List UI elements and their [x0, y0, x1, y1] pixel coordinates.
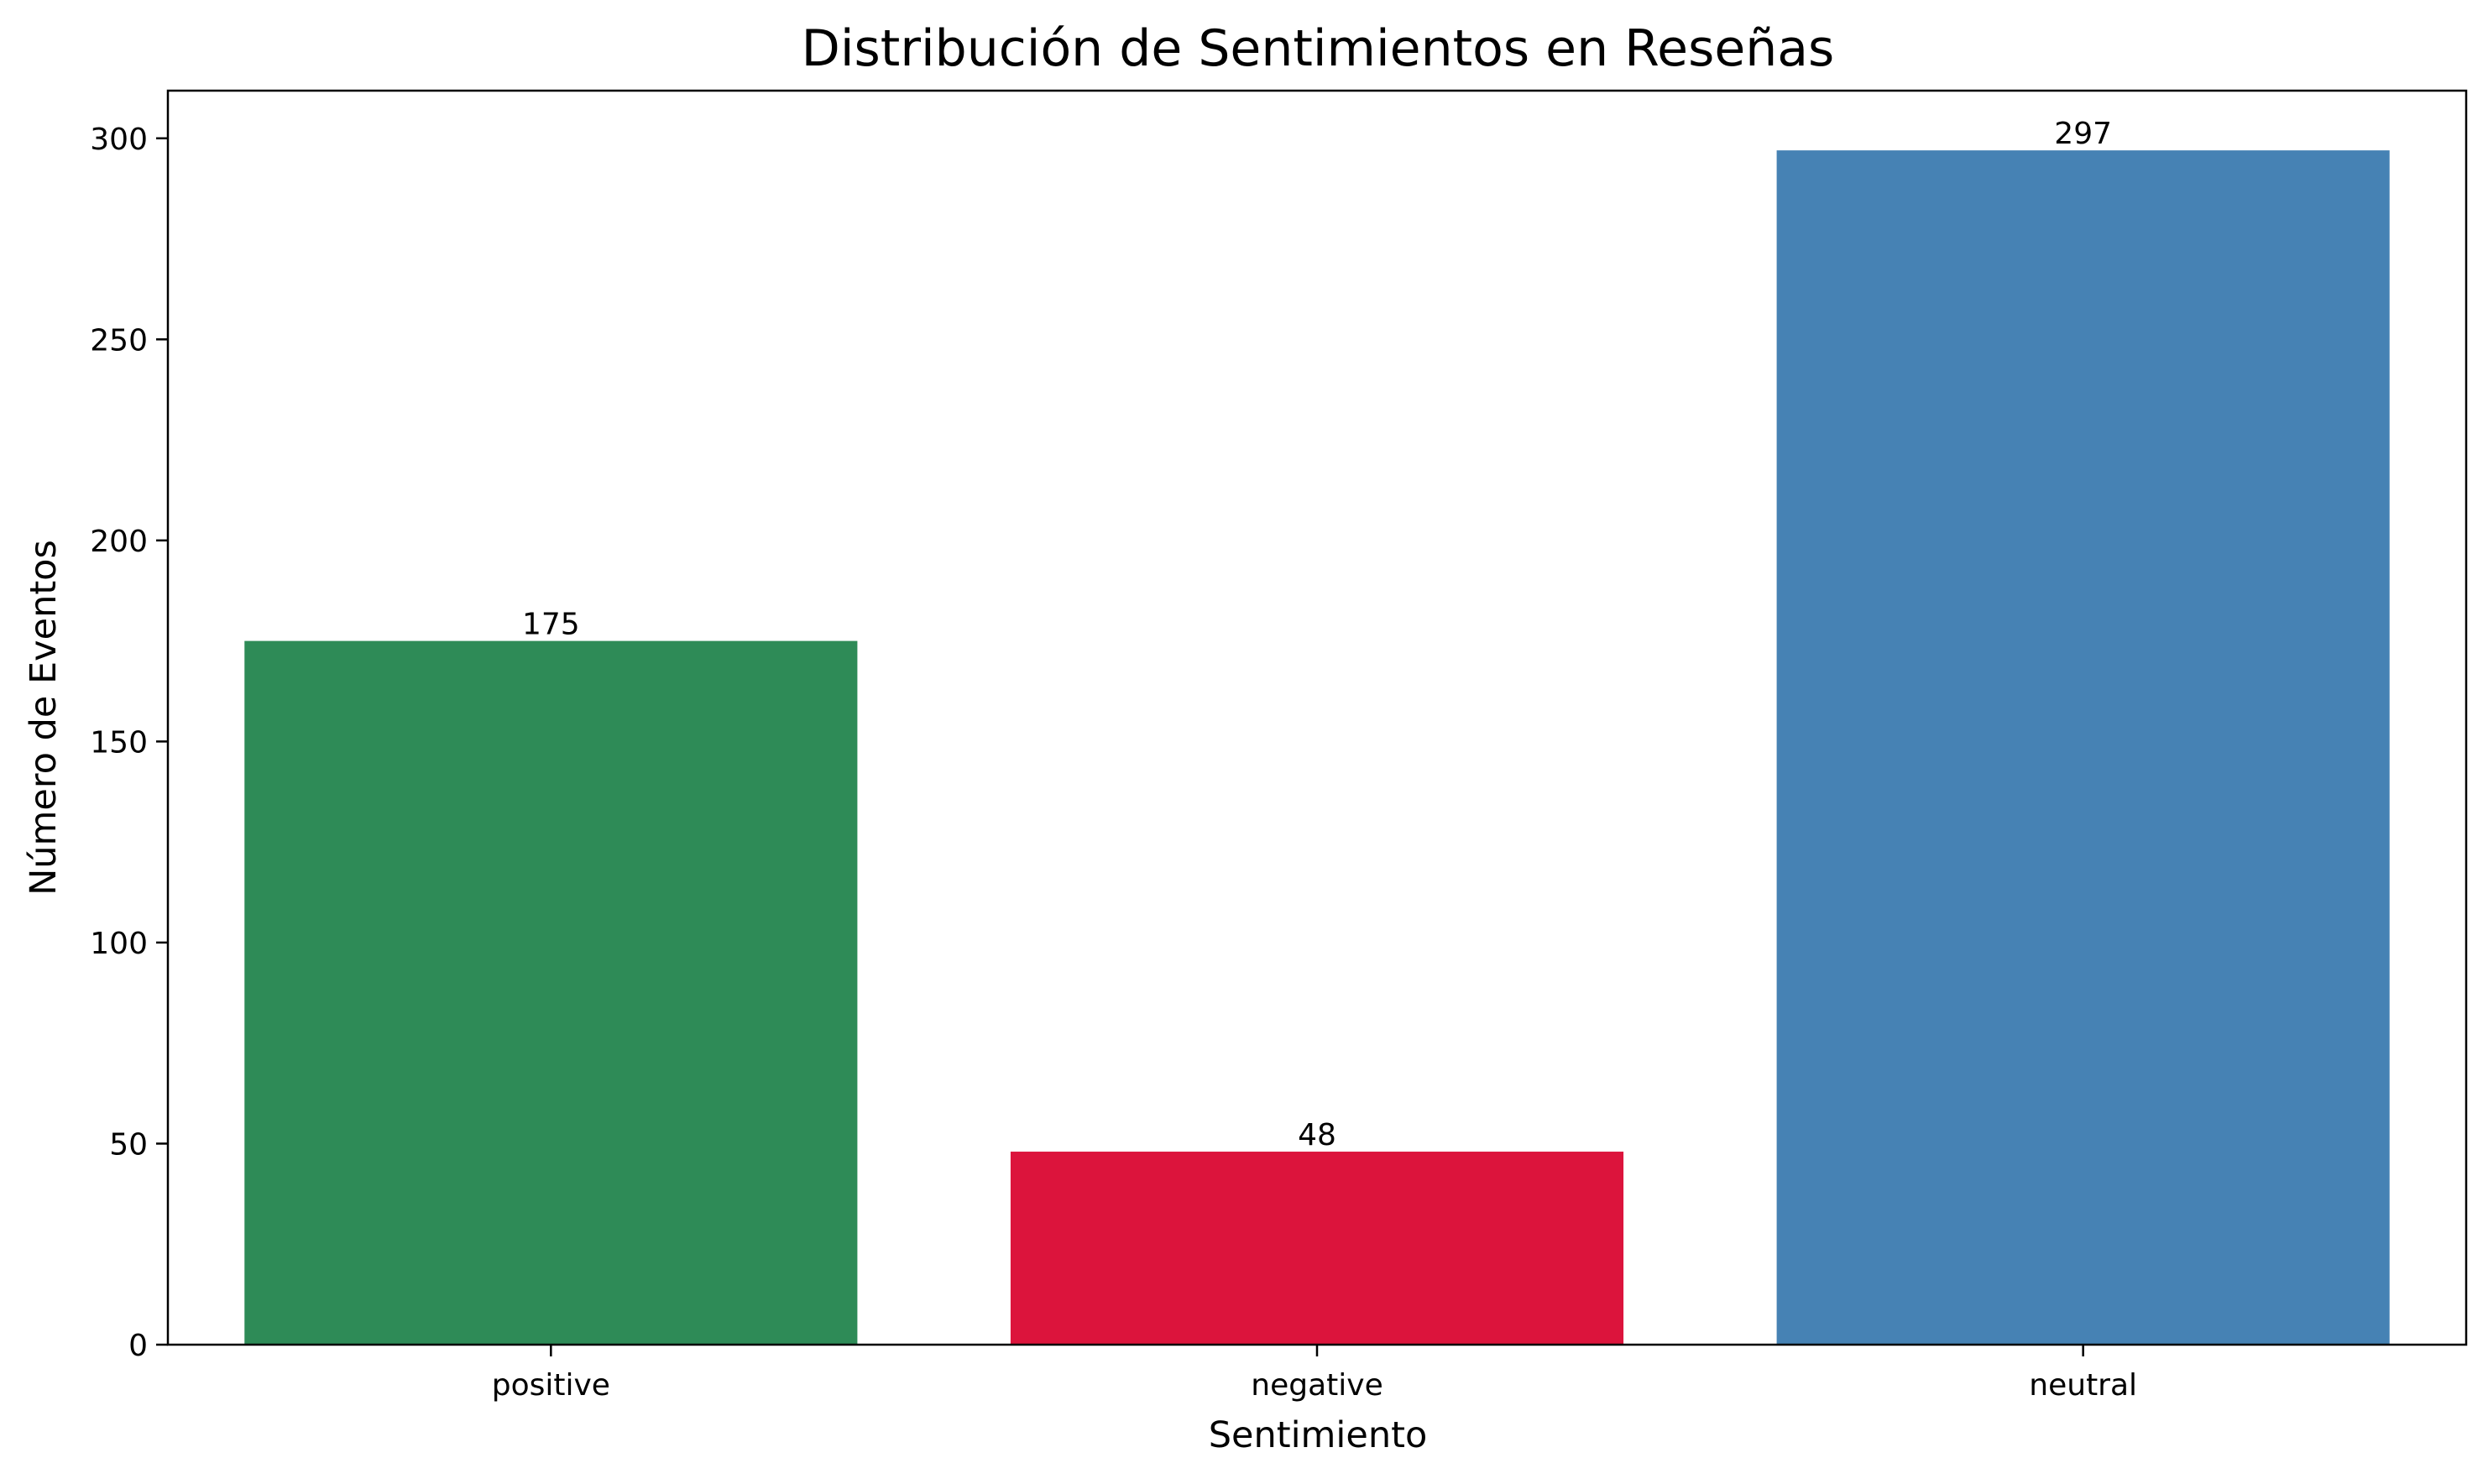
- x-tick-label-positive: positive: [492, 1368, 610, 1403]
- x-tick-label-neutral: neutral: [2029, 1368, 2137, 1403]
- bar-neutral: [1776, 150, 2390, 1346]
- data-label-positive: 175: [522, 608, 580, 642]
- data-label-negative: 48: [1298, 1118, 1336, 1152]
- y-axis-label: Número de Eventos: [23, 540, 65, 896]
- chart-title: Distribución de Sentimientos en Reseñas: [802, 19, 1835, 78]
- data-label-neutral: 297: [2054, 117, 2112, 151]
- bar-negative: [1010, 1152, 1624, 1345]
- y-tick-label: 300: [90, 123, 148, 157]
- y-tick-label: 100: [90, 927, 148, 961]
- bar-positive: [244, 640, 858, 1345]
- x-axis-label: Sentimiento: [1209, 1414, 1428, 1456]
- y-tick-label: 150: [90, 725, 148, 760]
- y-tick-label: 50: [109, 1127, 148, 1162]
- y-tick-label: 200: [90, 525, 148, 559]
- y-tick-label: 0: [128, 1329, 148, 1363]
- y-tick-label: 250: [90, 323, 148, 358]
- plot-area: 175 48 297 0 50 100 150 200 250 300 positive negati…: [90, 89, 2468, 1403]
- x-tick-label-negative: negative: [1251, 1368, 1383, 1403]
